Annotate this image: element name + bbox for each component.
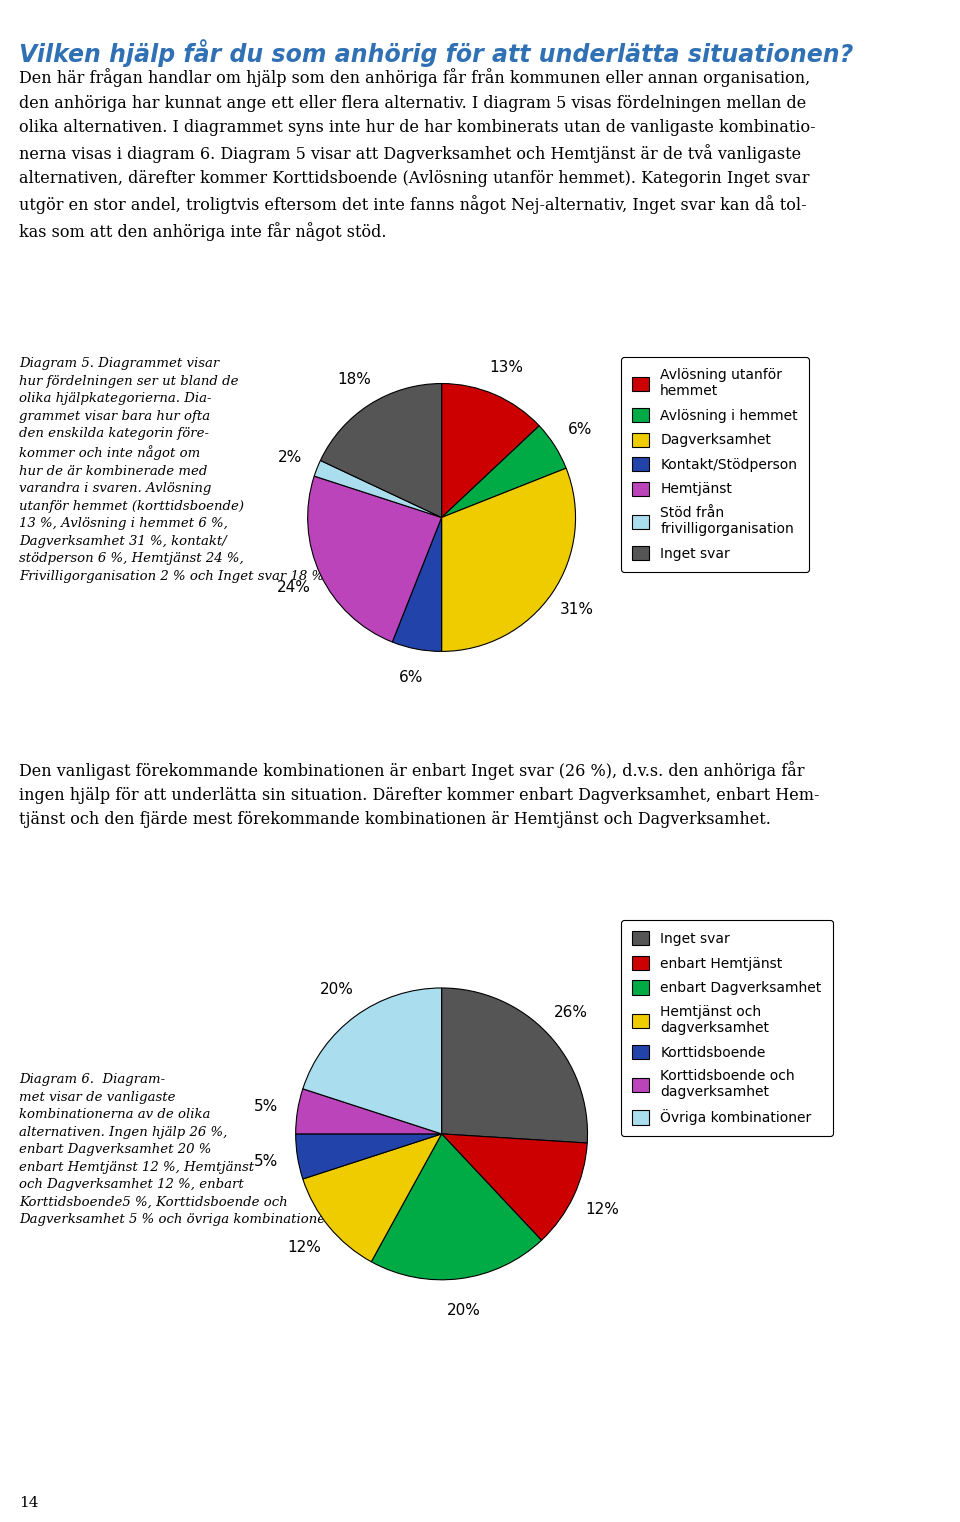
Wedge shape: [442, 426, 566, 517]
Text: 14: 14: [19, 1496, 38, 1510]
Text: Diagram 5. Diagrammet visar
hur fördelningen ser ut bland de
olika hjälpkategori: Diagram 5. Diagrammet visar hur fördelni…: [19, 358, 328, 583]
Wedge shape: [296, 1134, 442, 1180]
Legend: Avlösning utanför
hemmet, Avlösning i hemmet, Dagverksamhet, Kontakt/Stödperson,: Avlösning utanför hemmet, Avlösning i he…: [621, 358, 809, 572]
Text: 13%: 13%: [490, 361, 523, 374]
Text: 18%: 18%: [337, 371, 371, 387]
Wedge shape: [442, 384, 540, 517]
Text: 12%: 12%: [586, 1202, 619, 1218]
Wedge shape: [302, 988, 442, 1134]
Text: 6%: 6%: [567, 423, 591, 437]
Text: 24%: 24%: [276, 580, 311, 595]
Text: Diagram 6.  Diagram-
met visar de vanligaste
kombinationerna av de olika
alterna: Diagram 6. Diagram- met visar de vanliga…: [19, 1073, 373, 1227]
Wedge shape: [314, 461, 442, 517]
Wedge shape: [302, 1134, 442, 1262]
Text: 5%: 5%: [253, 1099, 277, 1114]
Legend: Inget svar, enbart Hemtjänst, enbart Dagverksamhet, Hemtjänst och
dagverksamhet,: Inget svar, enbart Hemtjänst, enbart Dag…: [621, 921, 832, 1137]
Text: 20%: 20%: [447, 1303, 481, 1318]
Text: 26%: 26%: [554, 1005, 588, 1020]
Text: 12%: 12%: [287, 1240, 322, 1254]
Text: 5%: 5%: [253, 1154, 277, 1169]
Text: 6%: 6%: [398, 671, 423, 685]
Wedge shape: [393, 517, 442, 651]
Wedge shape: [372, 1134, 541, 1280]
Text: 2%: 2%: [277, 451, 301, 464]
Text: 31%: 31%: [560, 601, 593, 616]
Text: 20%: 20%: [320, 982, 354, 997]
Wedge shape: [307, 476, 442, 642]
Wedge shape: [442, 1134, 588, 1240]
Wedge shape: [442, 469, 576, 651]
Wedge shape: [296, 1088, 442, 1134]
Wedge shape: [321, 384, 442, 517]
Text: Den vanligast förekommande kombinationen är enbart Inget svar (26 %), d.v.s. den: Den vanligast förekommande kombinationen…: [19, 761, 820, 828]
Text: Den här frågan handlar om hjälp som den anhöriga får från kommunen eller annan o: Den här frågan handlar om hjälp som den …: [19, 68, 816, 240]
Text: Vilken hjälp får du som anhörig för att underlätta situationen?: Vilken hjälp får du som anhörig för att …: [19, 40, 853, 67]
Wedge shape: [442, 988, 588, 1143]
